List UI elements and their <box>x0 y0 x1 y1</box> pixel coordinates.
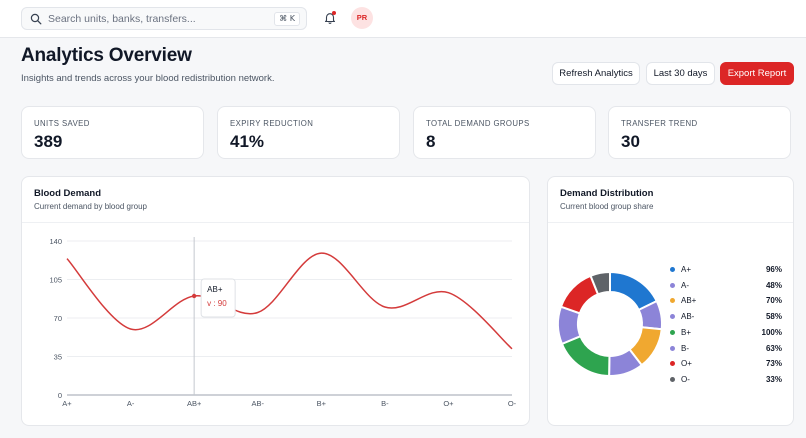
refresh-analytics-button[interactable]: Refresh Analytics <box>552 62 640 85</box>
stat-card-transfer-trend: TRANSFER TREND 30 <box>608 106 791 159</box>
stat-card-expiry-reduction: EXPIRY REDUCTION 41% <box>217 106 400 159</box>
x-tick-label: AB+ <box>187 399 202 408</box>
legend-item: O+ 73% <box>670 358 782 370</box>
chart-tooltip: AB+ v : 90 <box>200 278 236 318</box>
legend-swatch <box>670 376 675 382</box>
stat-value: 8 <box>426 132 436 151</box>
series-line <box>66 252 513 350</box>
x-tick-label: A- <box>127 399 135 408</box>
stat-value: 30 <box>621 132 640 151</box>
legend-label: AB- <box>681 312 695 322</box>
stat-card-total-demand-groups: TOTAL DEMAND GROUPS 8 <box>413 106 596 159</box>
legend-value: 100% <box>761 327 782 337</box>
stat-value: 389 <box>34 132 63 151</box>
legend-label: A- <box>681 280 689 290</box>
stat-label: EXPIRY REDUCTION <box>230 119 314 128</box>
donut-slice-o-neg[interactable] <box>589 270 611 296</box>
legend-item: A- 48% <box>670 280 782 292</box>
stat-label: UNITS SAVED <box>34 119 90 128</box>
card-title: Demand Distribution <box>560 188 654 199</box>
card-divider <box>22 222 529 223</box>
notification-bell-icon[interactable] <box>323 11 337 25</box>
legend-item: AB+ 70% <box>670 295 782 307</box>
search-shortcut: ⌘ K <box>274 12 300 26</box>
stat-value: 41% <box>230 132 265 151</box>
legend-label: A+ <box>681 265 692 274</box>
y-tick-label: 105 <box>49 276 62 285</box>
data-point <box>191 293 197 299</box>
x-tick-label: AB- <box>251 399 264 408</box>
demand-distribution-card: Demand Distribution Current blood group … <box>547 176 794 426</box>
blood-demand-card: Blood Demand Current demand by blood gro… <box>21 176 530 426</box>
legend-item: B- 63% <box>670 343 782 355</box>
legend-label: B+ <box>681 327 692 337</box>
tooltip-label: AB+ <box>207 285 223 294</box>
card-title: Blood Demand <box>34 188 102 199</box>
legend-value: 58% <box>765 312 782 322</box>
y-tick-label: 35 <box>54 353 62 362</box>
legend-item: O- 33% <box>670 374 782 386</box>
stat-label: TRANSFER TREND <box>621 119 698 128</box>
x-tick-label: A+ <box>62 399 72 408</box>
legend-item: A+ 96% <box>670 264 782 276</box>
legend-swatch <box>670 314 675 320</box>
blood-demand-line-chart[interactable]: 0 35 70 105 140 A+ A- AB+ AB- B+ B- O+ O- AB+ v : 90 <box>22 223 529 427</box>
page-title: Analytics Overview <box>21 45 192 66</box>
notification-badge <box>332 11 336 15</box>
demand-distribution-donut-chart[interactable] <box>553 262 668 387</box>
card-subtitle: Current blood group share <box>560 202 654 211</box>
y-tick-label: 70 <box>54 314 62 323</box>
x-tick-label: B+ <box>317 399 327 408</box>
legend-label: O- <box>681 374 690 384</box>
y-tick-label: 140 <box>49 237 62 246</box>
card-subtitle: Current demand by blood group <box>34 202 147 211</box>
x-tick-label: O+ <box>443 399 454 408</box>
card-divider <box>548 222 793 223</box>
legend-value: 63% <box>765 343 782 353</box>
legend-label: B- <box>681 343 689 353</box>
legend-item: B+ 100% <box>670 327 782 339</box>
page-subtitle: Insights and trends across your blood re… <box>21 73 275 84</box>
legend-label: AB+ <box>681 296 697 306</box>
stat-card-units-saved: UNITS SAVED 389 <box>21 106 204 159</box>
search-icon <box>30 13 42 25</box>
legend-value: 70% <box>765 296 782 306</box>
y-tick-label: 0 <box>58 391 62 400</box>
date-range-button[interactable]: Last 30 days <box>646 62 715 85</box>
legend-item: AB- 58% <box>670 311 782 323</box>
search-box[interactable]: ⌘ K <box>21 7 307 30</box>
stat-label: TOTAL DEMAND GROUPS <box>426 119 530 128</box>
tooltip-value: v : 90 <box>207 299 227 308</box>
legend-label: O+ <box>681 359 692 369</box>
legend-swatch <box>670 361 675 367</box>
legend-swatch <box>670 298 675 304</box>
legend-swatch <box>670 267 675 272</box>
export-report-button[interactable]: Export Report <box>720 62 794 85</box>
legend-value: 73% <box>765 359 782 369</box>
legend-value: 48% <box>765 280 782 290</box>
x-tick-label: B- <box>381 399 389 408</box>
x-tick-label: O- <box>508 399 517 408</box>
legend-value: 33% <box>765 374 782 384</box>
legend-swatch <box>670 282 675 288</box>
legend-value: 96% <box>765 265 782 274</box>
donut-slice-b-negpos[interactable] <box>560 334 611 378</box>
user-avatar[interactable]: PR <box>351 7 373 29</box>
search-input[interactable] <box>48 12 268 25</box>
legend-swatch <box>670 345 675 351</box>
legend-swatch <box>670 329 675 335</box>
top-bar: ⌘ K PR <box>0 0 806 38</box>
